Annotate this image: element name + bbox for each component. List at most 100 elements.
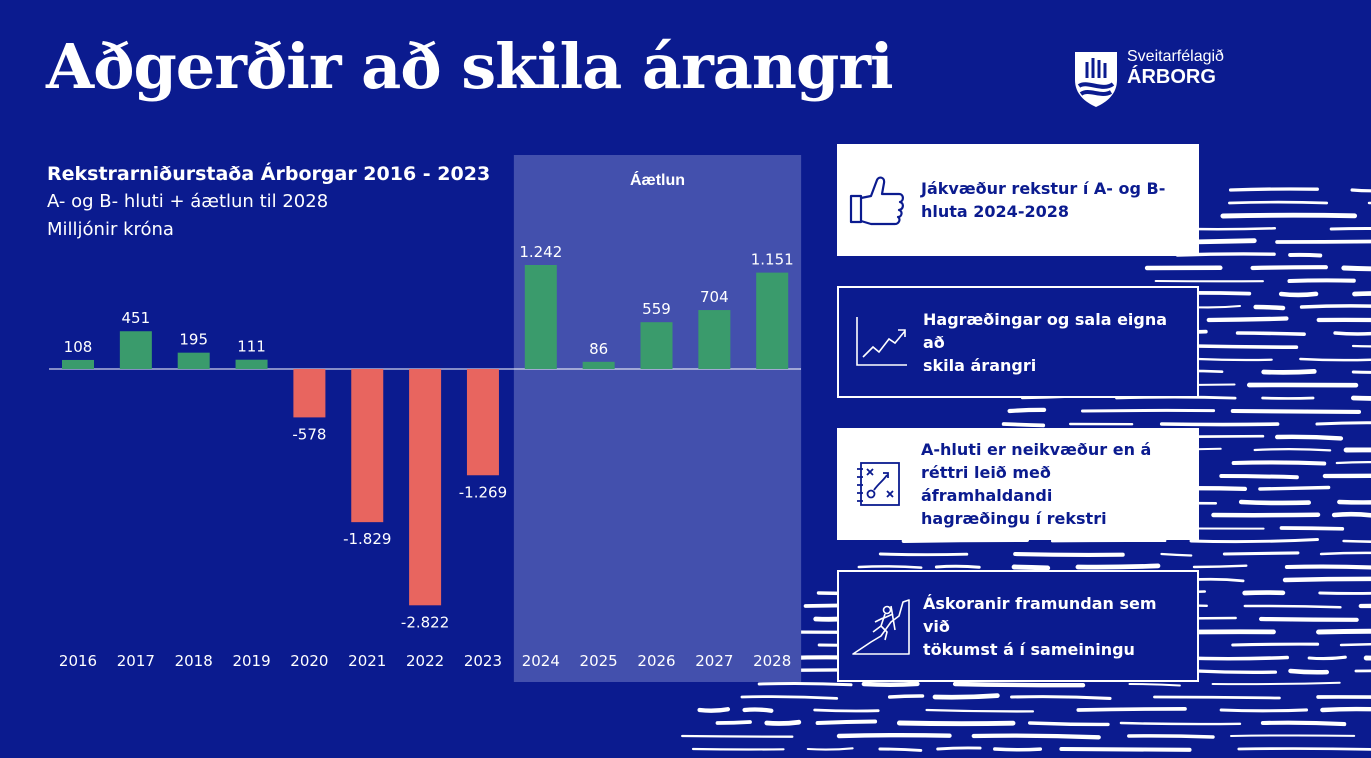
- brush-stroke: [1342, 539, 1371, 544]
- info-box-4-line-1: Áskoranir framundan sem við: [923, 593, 1157, 636]
- page-title: Aðgerðir að skila árangri: [46, 30, 894, 103]
- brush-stroke: [1013, 551, 1125, 557]
- brush-stroke: [764, 719, 802, 726]
- brush-stroke: [887, 694, 925, 699]
- thumbs-up-icon: [849, 176, 904, 226]
- brush-stroke: [1220, 212, 1358, 219]
- brush-stroke: [1160, 552, 1193, 557]
- brush-stroke: [1316, 695, 1371, 699]
- logo-line2: ÁRBORG: [1127, 66, 1216, 88]
- brush-stroke: [932, 693, 1000, 700]
- brush-stroke: [1075, 563, 1161, 570]
- brush-stroke: [681, 734, 794, 738]
- brush-stroke: [1237, 747, 1371, 751]
- data-label-2016: 108: [64, 338, 93, 356]
- brush-stroke: [936, 746, 982, 751]
- bar-2022: [409, 369, 442, 606]
- brush-stroke: [836, 732, 952, 739]
- brush-stroke: [925, 708, 1035, 713]
- brush-stroke: [1284, 564, 1371, 570]
- brush-stroke: [1279, 526, 1345, 531]
- brush-stroke: [697, 707, 731, 713]
- brush-stroke: [934, 564, 981, 569]
- climber-icon: [852, 599, 910, 655]
- brush-stroke: [1315, 421, 1371, 426]
- x-tick-2028: 2028: [753, 652, 791, 670]
- brush-stroke: [1322, 473, 1371, 479]
- data-label-2021: -1.829: [343, 530, 391, 548]
- shield-icon: [1075, 52, 1117, 107]
- brush-stroke: [1189, 538, 1319, 544]
- brush-stroke: [1188, 227, 1277, 231]
- brush-stroke: [1194, 669, 1278, 674]
- x-tick-2021: 2021: [348, 652, 386, 670]
- x-tick-2019: 2019: [232, 652, 270, 670]
- brush-stroke: [1228, 187, 1319, 192]
- info-box-4-line-2: tökumst á í sameiningu: [923, 639, 1135, 659]
- brush-stroke: [1230, 734, 1356, 737]
- data-label-2018: 195: [179, 331, 208, 349]
- bar-2020: [293, 369, 326, 418]
- x-tick-2020: 2020: [290, 652, 328, 670]
- brush-stroke: [1343, 447, 1371, 453]
- data-label-2025: 86: [589, 340, 608, 358]
- brush-stroke: [1363, 655, 1371, 661]
- data-label-2028: 1.151: [751, 251, 794, 269]
- brush-stroke: [1253, 447, 1332, 452]
- brush-stroke: [857, 565, 923, 569]
- brush-stroke: [1001, 422, 1046, 428]
- logo-line1: Sveitarfélagið: [1127, 48, 1224, 65]
- brush-stroke: [1188, 238, 1257, 245]
- brush-stroke: [1007, 407, 1047, 414]
- x-tick-2018: 2018: [175, 652, 213, 670]
- info-box-positive-operations: Jákvæður rekstur í A- og B- hluta 2024-2…: [837, 144, 1199, 256]
- brush-stroke: [1335, 461, 1371, 465]
- brush-stroke: [1196, 357, 1273, 362]
- bar-2023: [466, 369, 499, 476]
- brush-stroke: [1192, 564, 1248, 569]
- brush-stroke: [1288, 668, 1330, 675]
- brush-stroke: [1351, 344, 1371, 348]
- brush-stroke: [1350, 188, 1371, 193]
- brush-stroke: [740, 695, 839, 700]
- x-tick-2022: 2022: [406, 652, 444, 670]
- brush-stroke: [896, 720, 1016, 727]
- bar-2021: [351, 369, 384, 523]
- chart-header: Rekstrarniðurstaða Árborgar 2016 - 2023 …: [47, 160, 490, 244]
- brush-stroke: [971, 733, 1101, 740]
- brush-stroke: [952, 681, 1086, 688]
- brush-stroke: [815, 719, 878, 725]
- info-box-challenges: Áskoranir framundan sem við tökumst á í …: [837, 570, 1199, 682]
- info-box-3-line-1: A-hluti er neikvæður en á: [921, 440, 1152, 459]
- x-tick-2024: 2024: [522, 652, 560, 670]
- brush-stroke: [1235, 331, 1306, 336]
- brush-stroke: [1288, 252, 1323, 258]
- brush-stroke: [993, 747, 1043, 752]
- x-tick-2016: 2016: [59, 652, 97, 670]
- info-box-3-line-2: réttri leið með áframhaldandi: [921, 463, 1053, 505]
- brush-stroke: [1261, 369, 1317, 375]
- x-tick-2026: 2026: [637, 652, 675, 670]
- brush-stroke: [1351, 395, 1371, 401]
- info-box-1-line-2: hluta 2024-2028: [921, 202, 1069, 221]
- brush-stroke: [1010, 695, 1112, 700]
- brush-stroke: [1352, 291, 1371, 297]
- brush-stroke: [1339, 642, 1371, 647]
- bar-chart: Áætlun 108 2016 451 2017 195 2018 111 2019 -578 20…: [49, 155, 802, 682]
- data-label-2023: -1.269: [459, 483, 507, 501]
- brush-stroke: [1253, 304, 1286, 311]
- x-tick-2027: 2027: [695, 652, 733, 670]
- bar-2016: [62, 359, 94, 369]
- brush-stroke: [1341, 265, 1371, 272]
- brush-stroke: [1206, 316, 1289, 323]
- bar-2019: [235, 359, 268, 369]
- strategy-board-icon: [857, 462, 900, 506]
- brush-stroke: [1354, 669, 1371, 673]
- brush-stroke: [861, 681, 920, 687]
- brush-stroke: [1219, 708, 1309, 713]
- x-tick-2017: 2017: [117, 652, 155, 670]
- brush-stroke: [1250, 265, 1328, 271]
- brush-stroke: [1299, 304, 1371, 309]
- brush-stroke: [1329, 226, 1371, 231]
- brush-stroke: [1299, 357, 1371, 362]
